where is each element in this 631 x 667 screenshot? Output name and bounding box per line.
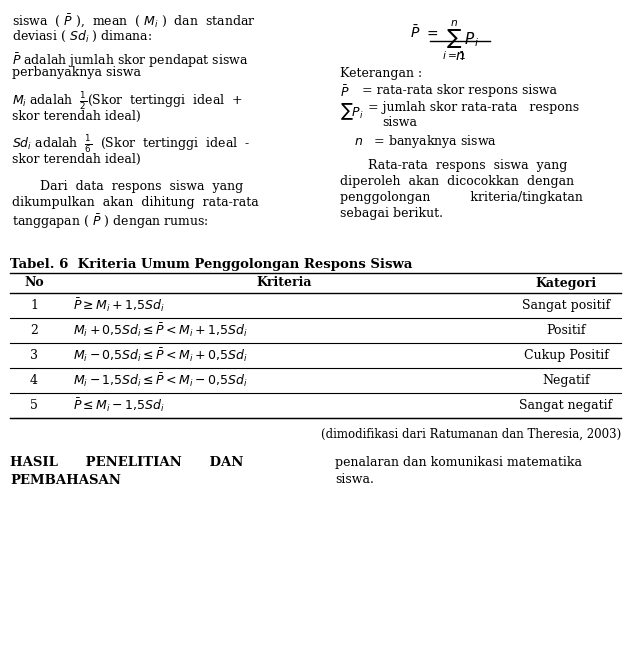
Text: 5: 5	[30, 399, 38, 412]
Text: Kriteria: Kriteria	[257, 277, 312, 289]
Text: diperoleh  akan  dicocokkan  dengan: diperoleh akan dicocokkan dengan	[340, 175, 574, 188]
Text: Negatif: Negatif	[542, 374, 590, 387]
Text: $\bar{P}$: $\bar{P}$	[340, 84, 350, 99]
Text: Sangat positif: Sangat positif	[522, 299, 610, 312]
Text: 2: 2	[30, 324, 38, 337]
Text: $\bar{P} \geq M_i + 1{,}5Sd_i$: $\bar{P} \geq M_i + 1{,}5Sd_i$	[73, 297, 165, 314]
Text: $\bar{P}$: $\bar{P}$	[410, 25, 420, 41]
Text: penggolongan          kriteria/tingkatan: penggolongan kriteria/tingkatan	[340, 191, 583, 204]
Text: siswa: siswa	[382, 116, 417, 129]
Text: Positif: Positif	[546, 324, 586, 337]
Text: sebagai berikut.: sebagai berikut.	[340, 207, 443, 220]
Text: $\bar{P}$ adalah jumlah skor pendapat siswa: $\bar{P}$ adalah jumlah skor pendapat si…	[12, 51, 249, 69]
Text: Tabel. 6  Kriteria Umum Penggolongan Respons Siswa: Tabel. 6 Kriteria Umum Penggolongan Resp…	[10, 258, 413, 271]
Text: = rata-rata skor respons siswa: = rata-rata skor respons siswa	[362, 84, 557, 97]
Text: $\bar{P} \leq M_i - 1{,}5Sd_i$: $\bar{P} \leq M_i - 1{,}5Sd_i$	[73, 397, 165, 414]
Text: tanggapan ( $\bar{P}$ ) dengan rumus:: tanggapan ( $\bar{P}$ ) dengan rumus:	[12, 213, 209, 231]
Text: $M_i + 0{,}5Sd_i \leq \bar{P} < M_i + 1{,}5Sd_i$: $M_i + 0{,}5Sd_i \leq \bar{P} < M_i + 1{…	[73, 321, 248, 340]
Text: skor terendah ideal): skor terendah ideal)	[12, 110, 141, 123]
Text: Dari  data  respons  siswa  yang: Dari data respons siswa yang	[40, 180, 243, 193]
Text: dikumpulkan  akan  dihitung  rata-rata: dikumpulkan akan dihitung rata-rata	[12, 197, 259, 209]
Text: skor terendah ideal): skor terendah ideal)	[12, 153, 141, 166]
Text: $=$: $=$	[424, 26, 439, 40]
Text: Keterangan :: Keterangan :	[340, 67, 422, 80]
Text: perbanyaknya siswa: perbanyaknya siswa	[12, 67, 141, 79]
Text: $Sd_i$ adalah  $\frac{1}{6}$  (Skor  tertinggi  ideal  -: $Sd_i$ adalah $\frac{1}{6}$ (Skor tertin…	[12, 133, 251, 155]
Text: penalaran dan komunikasi matematika: penalaran dan komunikasi matematika	[335, 456, 582, 469]
Text: $\sum_{i=1}^{n} P_i$: $\sum_{i=1}^{n} P_i$	[442, 19, 478, 63]
Text: HASIL      PENELITIAN      DAN: HASIL PENELITIAN DAN	[10, 456, 244, 469]
Text: siswa  ( $\bar{P}$ ),  mean  ( $M_i$ )  dan  standar: siswa ( $\bar{P}$ ), mean ( $M_i$ ) dan …	[12, 12, 256, 29]
Text: deviasi ( $Sd_i$ ) dimana:: deviasi ( $Sd_i$ ) dimana:	[12, 29, 152, 44]
Text: $n$: $n$	[455, 49, 465, 63]
Text: 1: 1	[30, 299, 38, 312]
Text: siswa.: siswa.	[335, 473, 374, 486]
Text: No: No	[24, 277, 44, 289]
Text: = jumlah skor rata-rata   respons: = jumlah skor rata-rata respons	[368, 101, 579, 114]
Text: Sangat negatif: Sangat negatif	[519, 399, 613, 412]
Text: Rata-rata  respons  siswa  yang: Rata-rata respons siswa yang	[368, 159, 567, 172]
Text: 3: 3	[30, 349, 38, 362]
Text: $M_i - 0{,}5Sd_i \leq \bar{P} < M_i + 0{,}5Sd_i$: $M_i - 0{,}5Sd_i \leq \bar{P} < M_i + 0{…	[73, 347, 248, 364]
Text: Kategori: Kategori	[536, 277, 596, 289]
Text: $\sum P_i$: $\sum P_i$	[340, 101, 364, 121]
Text: (dimodifikasi dari Ratumanan dan Theresia, 2003): (dimodifikasi dari Ratumanan dan Theresi…	[321, 428, 621, 441]
Text: $M_i - 1{,}5Sd_i \leq \bar{P} < M_i - 0{,}5Sd_i$: $M_i - 1{,}5Sd_i \leq \bar{P} < M_i - 0{…	[73, 372, 248, 390]
Text: Cukup Positif: Cukup Positif	[524, 349, 608, 362]
Text: 4: 4	[30, 374, 38, 387]
Text: PEMBAHASAN: PEMBAHASAN	[10, 474, 121, 487]
Text: $n$   = banyaknya siswa: $n$ = banyaknya siswa	[354, 133, 497, 150]
Text: $M_i$ adalah  $\frac{1}{2}$(Skor  tertinggi  ideal  +: $M_i$ adalah $\frac{1}{2}$(Skor tertingg…	[12, 90, 243, 112]
